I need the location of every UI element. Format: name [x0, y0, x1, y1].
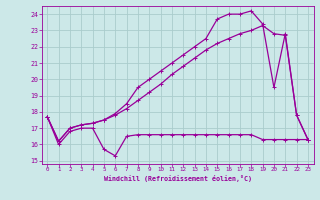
X-axis label: Windchill (Refroidissement éolien,°C): Windchill (Refroidissement éolien,°C) — [104, 175, 252, 182]
